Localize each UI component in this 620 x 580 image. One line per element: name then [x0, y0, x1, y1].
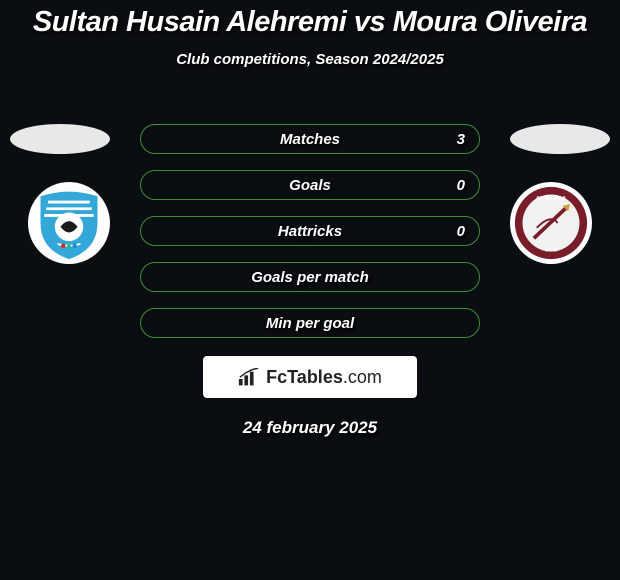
stat-row-matches: Matches 3	[140, 124, 480, 154]
player-left-photo-placeholder	[10, 124, 110, 154]
subtitle: Club competitions, Season 2024/2025	[0, 51, 620, 68]
stat-right-value: 0	[457, 177, 465, 194]
stat-label: Goals per match	[251, 269, 369, 286]
stat-label: Min per goal	[266, 315, 354, 332]
brand-text-bold: FcTables	[266, 367, 343, 387]
stat-row-hattricks: Hattricks 0	[140, 216, 480, 246]
stat-row-goals-per-match: Goals per match	[140, 262, 480, 292]
club-crest-right-icon: AL WAHDA U.A.E	[513, 185, 589, 261]
stat-row-min-per-goal: Min per goal	[140, 308, 480, 338]
comparison-card: Sultan Husain Alehremi vs Moura Oliveira…	[0, 0, 620, 580]
stat-label: Hattricks	[278, 223, 342, 240]
brand-text: FcTables.com	[266, 367, 382, 388]
stat-label: Matches	[280, 131, 340, 148]
page-title: Sultan Husain Alehremi vs Moura Oliveira	[0, 0, 620, 39]
club-crest-left-icon	[31, 185, 107, 261]
stat-right-value: 3	[457, 131, 465, 148]
svg-text:U.A.E: U.A.E	[545, 248, 557, 254]
brand-text-light: .com	[343, 367, 382, 387]
svg-text:AL WAHDA: AL WAHDA	[536, 196, 567, 202]
brand-chart-icon	[238, 368, 260, 386]
stat-right-value: 0	[457, 223, 465, 240]
stat-label: Goals	[289, 177, 331, 194]
player-right-photo-placeholder	[510, 124, 610, 154]
branding-box: FcTables.com	[203, 356, 417, 398]
club-badge-left	[28, 182, 110, 264]
club-badge-right: AL WAHDA U.A.E	[510, 182, 592, 264]
stat-row-goals: Goals 0	[140, 170, 480, 200]
stat-bars: Matches 3 Goals 0 Hattricks 0 Goals per …	[140, 124, 480, 354]
date-text: 24 february 2025	[0, 418, 620, 438]
